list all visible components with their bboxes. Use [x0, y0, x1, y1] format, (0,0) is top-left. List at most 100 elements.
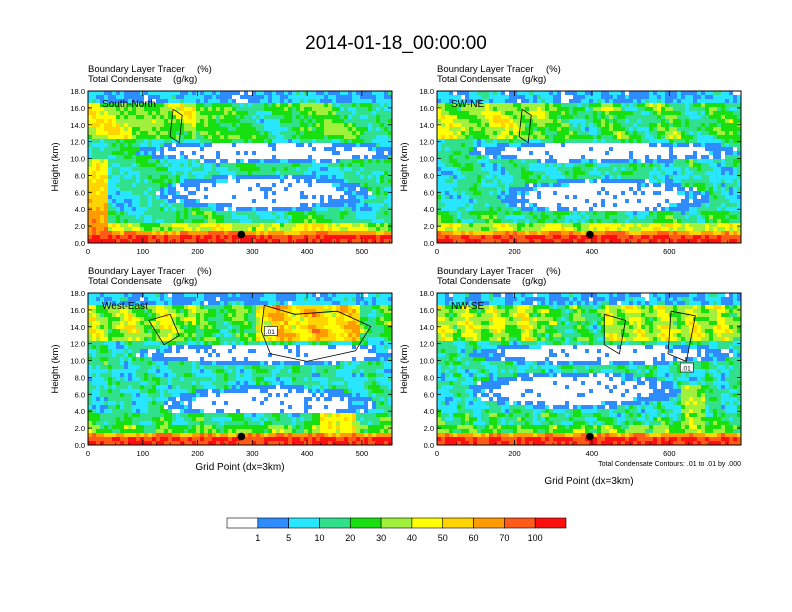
heatmap-cell — [453, 167, 458, 172]
heatmap-cell — [609, 203, 614, 208]
heatmap-cell — [168, 171, 173, 176]
heatmap-cell — [296, 195, 301, 200]
heatmap-cell — [116, 151, 121, 156]
heatmap-cell — [477, 223, 482, 228]
heatmap-cell — [561, 183, 566, 188]
heatmap-cell — [208, 103, 213, 108]
heatmap-cell — [344, 143, 349, 148]
heatmap-cell — [108, 119, 113, 124]
heatmap-cell — [292, 215, 297, 220]
heatmap-cell — [501, 91, 506, 96]
heatmap-cell — [609, 195, 614, 200]
heatmap-cell — [565, 91, 570, 96]
heatmap-cell — [272, 219, 277, 224]
heatmap-cell — [176, 143, 181, 148]
heatmap-cell — [172, 151, 177, 156]
heatmap-cell — [605, 199, 610, 204]
heatmap-cell — [196, 147, 201, 152]
heatmap-cell — [453, 123, 458, 128]
heatmap-cell — [88, 115, 93, 120]
heatmap-cell — [533, 235, 538, 240]
heatmap-cell — [160, 143, 165, 148]
heatmap-cell — [589, 151, 594, 156]
heatmap-cell — [601, 187, 606, 192]
heatmap-cell — [380, 187, 385, 192]
heatmap-cell — [629, 119, 634, 124]
heatmap-cell — [605, 147, 610, 152]
heatmap-cell — [485, 163, 490, 168]
heatmap-cell — [184, 199, 189, 204]
heatmap-cell — [232, 111, 237, 116]
heatmap-cell — [308, 99, 313, 104]
heatmap-cell — [625, 155, 630, 160]
heatmap-cell — [529, 167, 534, 172]
heatmap-cell — [324, 163, 329, 168]
heatmap-cell — [164, 151, 169, 156]
heatmap-cell — [128, 199, 133, 204]
heatmap-cell — [633, 135, 638, 140]
heatmap-cell — [316, 147, 321, 152]
heatmap-cell — [232, 107, 237, 112]
heatmap-cell — [144, 215, 149, 220]
heatmap-cell — [625, 119, 630, 124]
heatmap-cell — [489, 99, 494, 104]
heatmap-cell — [609, 191, 614, 196]
heatmap-cell — [320, 207, 325, 212]
heatmap-cell — [529, 211, 534, 216]
heatmap-cell — [629, 167, 634, 172]
heatmap-cell — [92, 139, 97, 144]
heatmap-cell — [264, 127, 269, 132]
heatmap-cell — [469, 235, 474, 240]
heatmap-cell — [589, 207, 594, 212]
heatmap-cell — [477, 179, 482, 184]
heatmap-cell — [501, 139, 506, 144]
heatmap-cell — [344, 203, 349, 208]
heatmap-cell — [348, 135, 353, 140]
heatmap-cell — [120, 175, 125, 180]
heatmap-cell — [372, 203, 377, 208]
heatmap-cell — [236, 203, 241, 208]
heatmap-cell — [224, 175, 229, 180]
heatmap-cell — [144, 167, 149, 172]
y-tick-label: 0.0 — [75, 239, 85, 248]
heatmap-cell — [641, 191, 646, 196]
heatmap-cell — [509, 235, 514, 240]
heatmap-cell — [176, 147, 181, 152]
heatmap-cell — [625, 207, 630, 212]
heatmap-cell — [192, 143, 197, 148]
heatmap-cell — [380, 163, 385, 168]
heatmap-cell — [545, 195, 550, 200]
heatmap-cell — [304, 107, 309, 112]
heatmap-cell — [276, 127, 281, 132]
heatmap-cell — [144, 91, 149, 96]
heatmap-cell — [292, 175, 297, 180]
heatmap-cell — [336, 91, 341, 96]
heatmap-cell — [589, 239, 594, 243]
heatmap-cell — [128, 163, 133, 168]
heatmap-cell — [521, 123, 526, 128]
heatmap-cell — [120, 135, 125, 140]
heatmap-cell — [493, 147, 498, 152]
heatmap-cell — [469, 151, 474, 156]
heatmap-cell — [633, 207, 638, 212]
heatmap-cell — [637, 195, 642, 200]
heatmap-cell — [585, 111, 590, 116]
heatmap-cell — [280, 231, 285, 236]
heatmap-cell — [320, 227, 325, 232]
heatmap-cell — [545, 151, 550, 156]
heatmap-cell — [220, 227, 225, 232]
heatmap-cell — [449, 155, 454, 160]
heatmap-cell — [565, 107, 570, 112]
heatmap-cell — [565, 199, 570, 204]
heatmap-cell — [477, 91, 482, 96]
heatmap-cell — [645, 115, 650, 120]
heatmap-cell — [332, 159, 337, 164]
heatmap-cell — [625, 107, 630, 112]
heatmap-cell — [232, 203, 237, 208]
heatmap-cell — [272, 163, 277, 168]
heatmap-cell — [176, 231, 181, 236]
heatmap-cell — [168, 135, 173, 140]
heatmap-cell — [208, 239, 213, 243]
heatmap-cell — [148, 199, 153, 204]
heatmap-cell — [160, 199, 165, 204]
